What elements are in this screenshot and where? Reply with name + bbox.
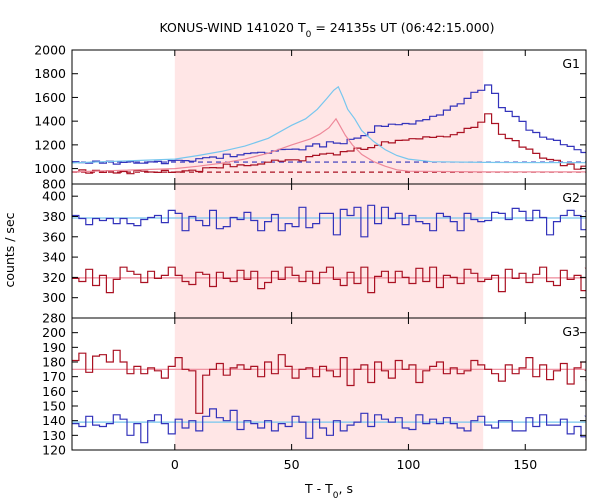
x-tick-label: 100 [397,457,421,472]
panel-label-g2: G2 [562,190,580,205]
y-tick-label: 320 [42,270,66,285]
y-tick-label: 300 [42,290,66,305]
y-tick-label: 2000 [34,43,66,58]
g2-red-series [72,266,586,295]
y-tick-label: 800 [42,177,66,192]
x-tick-label: 0 [171,457,179,472]
y-axis-label: counts / sec [2,212,17,287]
y-tick-label: 1000 [34,161,66,176]
g1-red-model-curve [72,117,586,173]
panel-g3-frame [71,317,587,451]
y-tick-label: 1400 [34,114,66,129]
y-tick-label: 380 [42,209,66,224]
y-tick-label: 1600 [34,90,66,105]
panel-label-g3: G3 [562,324,580,339]
g3-red-series [72,342,586,414]
x-axis-label: T - T0, s [304,481,353,500]
y-tick-label: 400 [42,189,66,204]
y-tick-label: 140 [42,413,66,428]
g2-blue-series [72,204,586,238]
chart-title: KONUS-WIND 141020 T0 = 24135s UT (06:42:… [159,20,494,40]
y-tick-label: 170 [42,369,66,384]
g1-red-series [72,113,586,175]
x-tick-label: 150 [513,457,537,472]
y-tick-label: 160 [42,384,66,399]
g1-blue-model-curve [72,85,586,164]
x-tick-label: 50 [284,457,300,472]
y-tick-label: 180 [42,355,66,370]
panel-g1-series [72,84,586,175]
panel-label-g1: G1 [562,56,580,71]
panel-g3-series [72,342,586,444]
y-tick-label: 360 [42,229,66,244]
y-tick-label: 150 [42,399,66,414]
y-tick-label: 190 [42,340,66,355]
y-tick-label: 120 [42,443,66,458]
y-tick-label: 340 [42,250,66,265]
g3-blue-series [72,408,586,444]
g1-blue-series [72,84,586,166]
y-tick-label: 130 [42,428,66,443]
y-tick-label: 200 [42,325,66,340]
burst-interval-shade [174,50,484,450]
y-tick-label: 1800 [34,66,66,81]
y-tick-label: 1200 [34,137,66,152]
y-tick-label: 280 [42,311,66,326]
panel-g2-series [72,204,586,295]
